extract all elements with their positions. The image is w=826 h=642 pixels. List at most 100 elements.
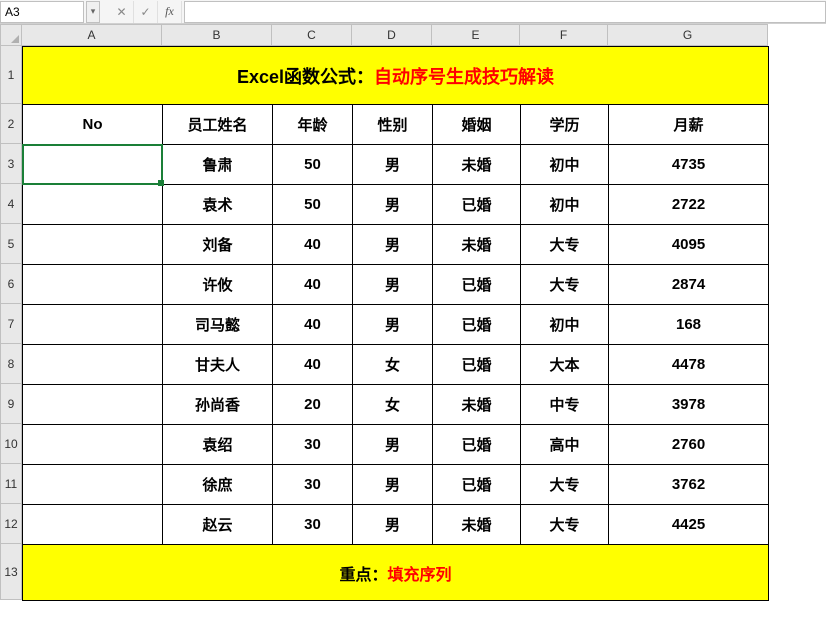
data-cell[interactable]: 已婚 <box>433 345 521 385</box>
name-box[interactable]: A3 <box>0 1 84 23</box>
header-cell[interactable]: 婚姻 <box>433 105 521 145</box>
data-cell[interactable]: 鲁肃 <box>163 145 273 185</box>
data-cell[interactable]: 已婚 <box>433 265 521 305</box>
data-cell[interactable]: 168 <box>609 305 769 345</box>
data-cell[interactable] <box>23 345 163 385</box>
data-cell[interactable]: 女 <box>353 385 433 425</box>
data-cell[interactable]: 30 <box>273 505 353 545</box>
data-cell[interactable]: 2760 <box>609 425 769 465</box>
fx-icon[interactable]: fx <box>158 1 182 23</box>
row-header-10[interactable]: 10 <box>0 424 22 464</box>
header-cell[interactable]: 学历 <box>521 105 609 145</box>
data-cell[interactable] <box>23 145 163 185</box>
data-cell[interactable]: 40 <box>273 345 353 385</box>
row-header-2[interactable]: 2 <box>0 104 22 144</box>
data-cell[interactable]: 袁绍 <box>163 425 273 465</box>
data-cell[interactable]: 赵云 <box>163 505 273 545</box>
data-cell[interactable]: 2722 <box>609 185 769 225</box>
col-header-E[interactable]: E <box>432 24 520 46</box>
data-cell[interactable]: 男 <box>353 505 433 545</box>
header-cell[interactable]: 员工姓名 <box>163 105 273 145</box>
data-cell[interactable]: 初中 <box>521 305 609 345</box>
data-cell[interactable] <box>23 305 163 345</box>
data-cell[interactable]: 已婚 <box>433 185 521 225</box>
data-cell[interactable]: 袁术 <box>163 185 273 225</box>
data-cell[interactable]: 大专 <box>521 225 609 265</box>
data-cell[interactable]: 甘夫人 <box>163 345 273 385</box>
data-cell[interactable] <box>23 185 163 225</box>
data-cell[interactable]: 大专 <box>521 265 609 305</box>
data-cell[interactable]: 未婚 <box>433 145 521 185</box>
data-cell[interactable] <box>23 465 163 505</box>
data-cell[interactable]: 高中 <box>521 425 609 465</box>
row-header-9[interactable]: 9 <box>0 384 22 424</box>
row-header-13[interactable]: 13 <box>0 544 22 600</box>
col-header-D[interactable]: D <box>352 24 432 46</box>
row-header-4[interactable]: 4 <box>0 184 22 224</box>
row-header-8[interactable]: 8 <box>0 344 22 384</box>
data-cell[interactable]: 50 <box>273 185 353 225</box>
cancel-icon[interactable]: ✕ <box>110 1 134 23</box>
row-header-11[interactable]: 11 <box>0 464 22 504</box>
data-cell[interactable]: 50 <box>273 145 353 185</box>
data-cell[interactable]: 男 <box>353 425 433 465</box>
data-cell[interactable]: 大专 <box>521 465 609 505</box>
data-cell[interactable]: 3762 <box>609 465 769 505</box>
data-cell[interactable]: 已婚 <box>433 425 521 465</box>
data-cell[interactable]: 徐庶 <box>163 465 273 505</box>
data-cell[interactable]: 未婚 <box>433 225 521 265</box>
data-cell[interactable]: 中专 <box>521 385 609 425</box>
select-all-corner[interactable] <box>0 24 22 46</box>
data-cell[interactable]: 2874 <box>609 265 769 305</box>
header-cell[interactable]: No <box>23 105 163 145</box>
data-cell[interactable]: 已婚 <box>433 305 521 345</box>
data-cell[interactable] <box>23 505 163 545</box>
data-cell[interactable]: 男 <box>353 185 433 225</box>
data-cell[interactable]: 初中 <box>521 185 609 225</box>
data-cell[interactable]: 40 <box>273 225 353 265</box>
title-cell[interactable]: Excel函数公式：自动序号生成技巧解读 <box>23 47 769 105</box>
data-cell[interactable]: 4425 <box>609 505 769 545</box>
header-cell[interactable]: 月薪 <box>609 105 769 145</box>
data-cell[interactable]: 男 <box>353 145 433 185</box>
data-cell[interactable]: 刘备 <box>163 225 273 265</box>
header-cell[interactable]: 年龄 <box>273 105 353 145</box>
data-cell[interactable]: 未婚 <box>433 385 521 425</box>
data-cell[interactable]: 4735 <box>609 145 769 185</box>
row-header-1[interactable]: 1 <box>0 46 22 104</box>
row-header-7[interactable]: 7 <box>0 304 22 344</box>
data-cell[interactable]: 3978 <box>609 385 769 425</box>
data-cell[interactable]: 男 <box>353 305 433 345</box>
data-cell[interactable]: 大本 <box>521 345 609 385</box>
data-cell[interactable]: 4095 <box>609 225 769 265</box>
formula-input[interactable] <box>184 1 826 23</box>
row-header-6[interactable]: 6 <box>0 264 22 304</box>
data-cell[interactable]: 40 <box>273 265 353 305</box>
data-cell[interactable]: 男 <box>353 465 433 505</box>
name-box-dropdown[interactable]: ▾ <box>86 1 100 23</box>
data-cell[interactable]: 4478 <box>609 345 769 385</box>
data-cell[interactable] <box>23 425 163 465</box>
data-cell[interactable]: 已婚 <box>433 465 521 505</box>
data-cell[interactable] <box>23 385 163 425</box>
row-header-5[interactable]: 5 <box>0 224 22 264</box>
data-cell[interactable]: 初中 <box>521 145 609 185</box>
data-cell[interactable]: 孙尚香 <box>163 385 273 425</box>
data-cell[interactable]: 30 <box>273 465 353 505</box>
col-header-A[interactable]: A <box>22 24 162 46</box>
data-cell[interactable]: 20 <box>273 385 353 425</box>
header-cell[interactable]: 性别 <box>353 105 433 145</box>
confirm-icon[interactable]: ✓ <box>134 1 158 23</box>
data-cell[interactable] <box>23 265 163 305</box>
data-cell[interactable]: 男 <box>353 265 433 305</box>
footer-cell[interactable]: 重点：填充序列 <box>23 545 769 601</box>
data-cell[interactable]: 男 <box>353 225 433 265</box>
data-cell[interactable]: 大专 <box>521 505 609 545</box>
row-header-3[interactable]: 3 <box>0 144 22 184</box>
col-header-F[interactable]: F <box>520 24 608 46</box>
row-header-12[interactable]: 12 <box>0 504 22 544</box>
data-cell[interactable]: 30 <box>273 425 353 465</box>
col-header-G[interactable]: G <box>608 24 768 46</box>
col-header-C[interactable]: C <box>272 24 352 46</box>
col-header-B[interactable]: B <box>162 24 272 46</box>
